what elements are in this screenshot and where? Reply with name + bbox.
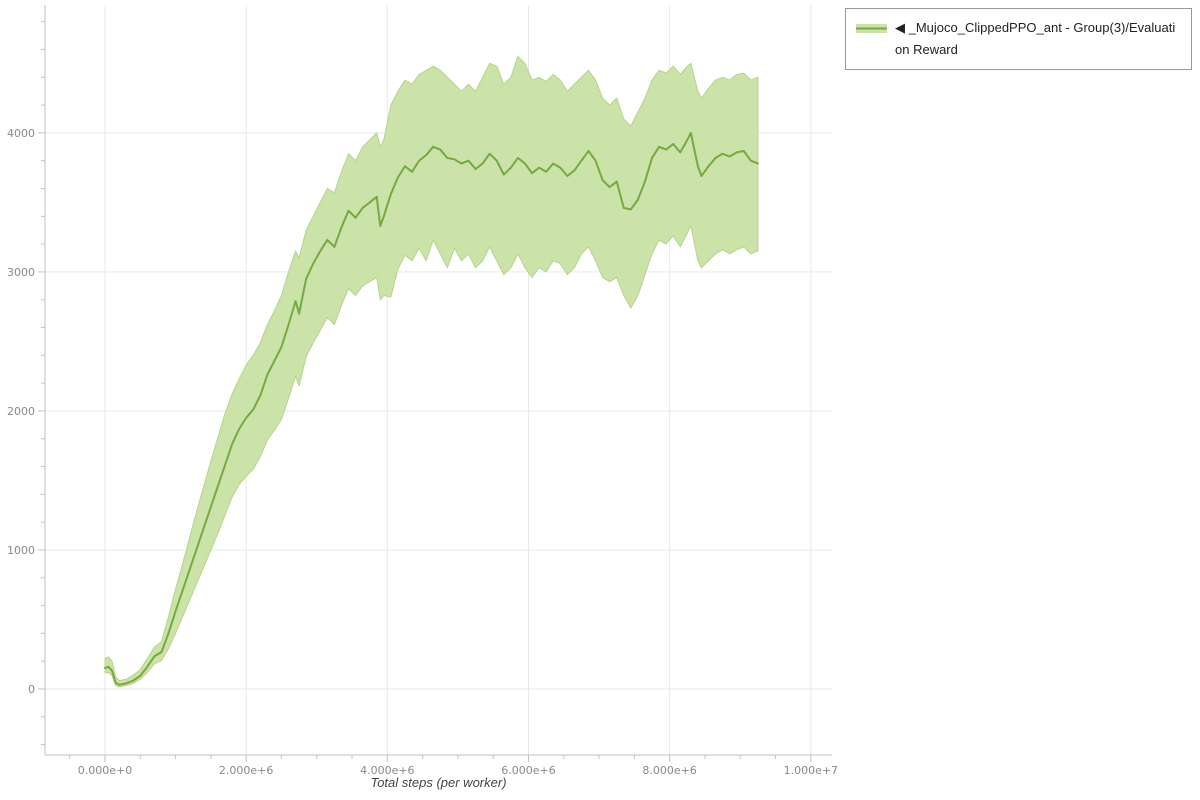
- x-tick-label: 1.000e+7: [784, 764, 838, 777]
- x-tick-label: 6.000e+6: [501, 764, 555, 777]
- y-tick-label: 2000: [7, 405, 35, 418]
- x-tick-label: 4.000e+6: [360, 764, 414, 777]
- legend[interactable]: ◀ _Mujoco_ClippedPPO_ant - Group(3)/Eval…: [845, 8, 1192, 70]
- x-tick-label: 0.000e+0: [78, 764, 132, 777]
- legend-series-label: ◀ _Mujoco_ClippedPPO_ant - Group(3)/Eval…: [895, 20, 1176, 57]
- mean-line: [103, 131, 759, 686]
- x-tick-label: 2.000e+6: [219, 764, 273, 777]
- legend-series-glyph: [856, 24, 887, 33]
- axes: [38, 5, 832, 762]
- x-tick-labels: 0.000e+0 2.000e+6 4.000e+6 6.000e+6 8.000e+6…: [78, 764, 838, 777]
- confidence-band: [104, 55, 759, 688]
- y-tick-label: 4000: [7, 127, 35, 140]
- y-tick-label: 1000: [7, 544, 35, 557]
- y-tick-label: 3000: [7, 266, 35, 279]
- y-tick-label: 0: [28, 683, 35, 696]
- y-tick-labels: 0 1000 2000 3000 4000: [7, 127, 35, 696]
- x-tick-label: 8.000e+6: [642, 764, 696, 777]
- x-axis-label: Total steps (per worker): [370, 775, 507, 790]
